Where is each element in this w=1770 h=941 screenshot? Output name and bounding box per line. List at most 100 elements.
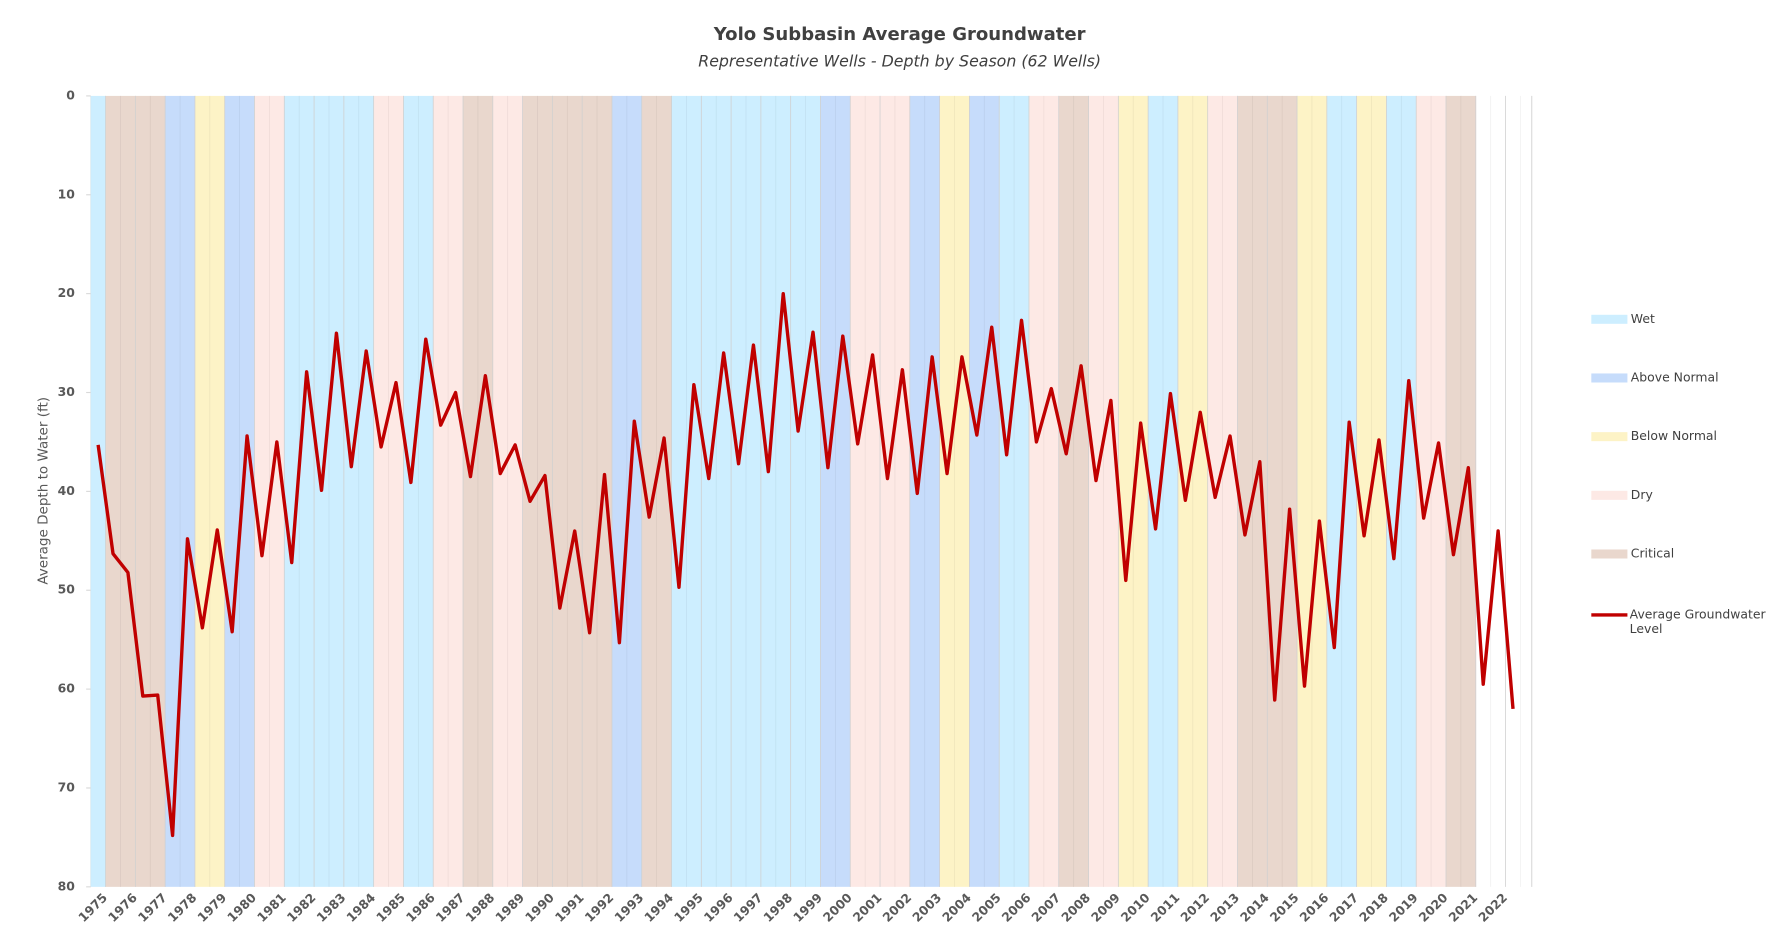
year-type-band <box>835 95 851 887</box>
year-type-band <box>626 95 643 887</box>
x-tick-label: 1977 <box>135 890 170 925</box>
legend-swatch <box>1591 490 1628 500</box>
x-tick-label: 2003 <box>909 890 944 925</box>
chart-title: Yolo Subbasin Average Groundwater <box>713 24 1086 45</box>
x-tick-label: 2006 <box>999 890 1034 925</box>
year-type-band <box>924 95 940 887</box>
x-tick-label: 2017 <box>1326 890 1361 925</box>
year-type-band <box>805 95 821 887</box>
legend-label: Dry <box>1631 487 1653 502</box>
x-tick-label: 2021 <box>1445 890 1480 925</box>
legend-label: Critical <box>1631 545 1674 560</box>
year-type-band <box>254 95 270 887</box>
legend-label: Wet <box>1631 311 1655 326</box>
year-type-band <box>731 95 747 887</box>
year-type-band <box>165 95 181 887</box>
year-type-band <box>1222 95 1238 887</box>
year-type-band <box>150 95 166 887</box>
chart-subtitle: Representative Wells - Depth by Season (… <box>698 52 1101 71</box>
year-type-band <box>1088 95 1104 887</box>
x-tick-label: 1992 <box>582 890 617 925</box>
year-type-band <box>790 95 806 887</box>
year-type-band <box>388 95 404 887</box>
year-type-band <box>984 95 1000 887</box>
x-tick-label: 1980 <box>224 890 259 925</box>
x-tick-label: 2013 <box>1207 890 1242 925</box>
x-tick-label: 2005 <box>969 890 1004 925</box>
x-tick-label: 2000 <box>820 890 855 925</box>
x-tick-label: 2001 <box>850 890 885 925</box>
y-tick-label: 50 <box>58 582 76 597</box>
x-tick-label: 2010 <box>1118 890 1153 925</box>
y-tick-label: 0 <box>66 87 75 102</box>
y-axis-label: Average Depth to Water (ft) <box>35 397 51 585</box>
legend-swatch <box>1591 432 1628 442</box>
year-type-band <box>1341 95 1357 887</box>
x-tick-label: 2004 <box>939 890 974 925</box>
year-type-band <box>552 95 568 887</box>
x-tick-label: 2002 <box>879 890 914 925</box>
year-type-band <box>1431 95 1447 887</box>
year-type-band <box>1326 95 1343 887</box>
year-type-band <box>463 95 479 887</box>
y-tick-label: 20 <box>58 285 76 300</box>
year-type-band <box>1237 95 1253 887</box>
x-tick-label: 1975 <box>75 890 110 925</box>
year-type-band <box>373 95 389 887</box>
x-tick-label: 1994 <box>641 890 676 925</box>
x-tick-label: 1978 <box>165 890 200 925</box>
x-tick-label: 1995 <box>671 890 706 925</box>
year-type-band <box>1371 95 1387 887</box>
year-type-band <box>1148 95 1164 887</box>
year-type-band <box>939 95 955 887</box>
year-type-band <box>1297 95 1313 887</box>
legend: Wet Above Normal Below Normal Dry Critical Av… <box>1591 311 1766 637</box>
year-type-band <box>1192 95 1209 887</box>
year-type-band <box>284 95 300 887</box>
x-tick-label: 1979 <box>194 890 229 925</box>
year-type-band <box>328 95 345 887</box>
x-tick-label: 2009 <box>1088 890 1123 925</box>
year-type-band <box>135 95 151 887</box>
year-type-band <box>1445 95 1462 887</box>
year-type-band <box>611 95 628 887</box>
x-tick-label: 1990 <box>522 890 557 925</box>
year-type-band <box>1416 95 1432 887</box>
year-type-band <box>120 95 136 887</box>
x-tick-label: 2007 <box>1028 890 1063 925</box>
year-type-band <box>1282 95 1298 887</box>
year-type-band <box>477 95 494 887</box>
legend-label: Below Normal <box>1631 428 1717 443</box>
year-type-band <box>492 95 509 887</box>
year-type-band <box>403 95 419 887</box>
year-type-band <box>448 95 464 887</box>
plot <box>96 292 1515 838</box>
x-tick-label: 1989 <box>492 890 527 925</box>
year-type-band <box>194 95 211 887</box>
y-tick-label: 30 <box>58 384 76 399</box>
year-type-band <box>1103 95 1119 887</box>
legend-label: Average Groundwater Level <box>1629 607 1766 637</box>
year-type-band <box>850 95 866 887</box>
y-tick-label: 10 <box>58 186 76 201</box>
x-tick-label: 1976 <box>105 890 140 925</box>
year-type-band <box>1401 95 1417 887</box>
year-type-band <box>820 95 836 887</box>
y-tick-label: 80 <box>58 878 76 893</box>
x-tick-label: 1993 <box>611 890 646 925</box>
x-tick-label: 1983 <box>313 890 348 925</box>
year-type-band <box>1267 95 1283 887</box>
year-type-band <box>1043 95 1060 887</box>
year-type-band <box>954 95 970 887</box>
x-tick-label: 1985 <box>373 890 408 925</box>
year-type-band <box>433 95 449 887</box>
x-tick-label: 1997 <box>730 890 765 925</box>
year-type-band <box>775 95 792 887</box>
y-tick-label: 40 <box>58 483 76 498</box>
x-tick-label: 1984 <box>343 890 378 925</box>
x-tick-label: 1988 <box>462 890 497 925</box>
x-tick-label: 2020 <box>1416 890 1451 925</box>
year-type-band <box>1118 95 1134 887</box>
bands <box>90 95 1477 887</box>
